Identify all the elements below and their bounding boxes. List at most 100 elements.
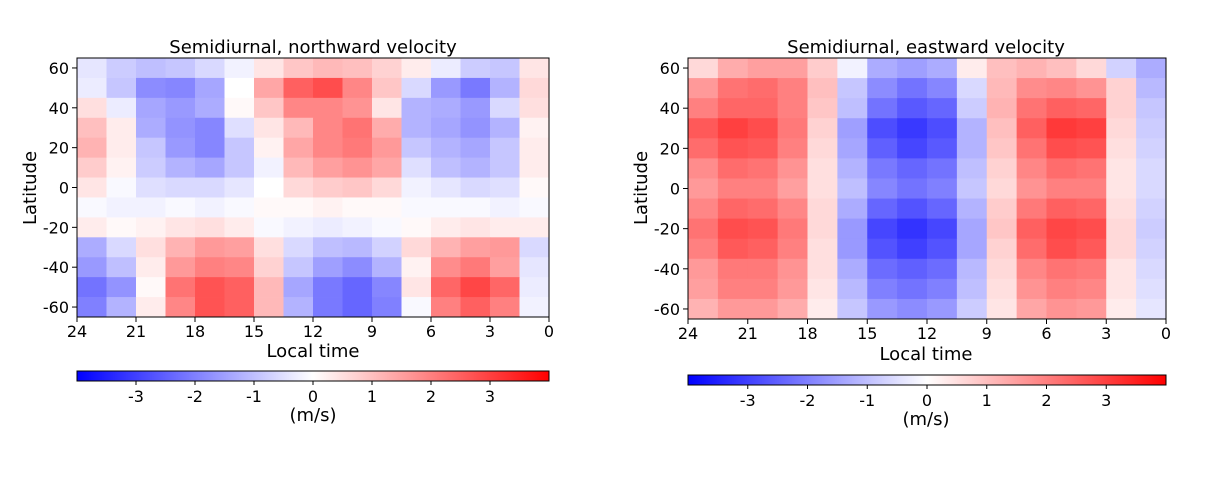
heatmap-cell	[897, 158, 928, 179]
heatmap-cell	[1046, 78, 1077, 99]
heatmap-cell	[837, 258, 868, 280]
heatmap-cell	[77, 277, 107, 298]
colorbar-tick-label: -2	[187, 387, 203, 406]
heatmap-cell	[688, 158, 719, 179]
x-tick-label: 0	[1161, 324, 1171, 343]
heatmap-cell	[777, 298, 808, 320]
heatmap-cell	[195, 277, 225, 298]
heatmap-cell	[460, 277, 491, 298]
heatmap-cell	[956, 198, 988, 220]
heatmap-cell	[956, 278, 988, 300]
colorbar-tick-label: 3	[485, 387, 495, 406]
heatmap-cell	[1076, 178, 1107, 199]
colorbar-label: (m/s)	[289, 405, 336, 426]
x-tick-label: 18	[797, 324, 817, 343]
x-tick-label: 9	[982, 324, 992, 343]
colorbar-tick-label: -2	[800, 391, 816, 410]
heatmap-cell	[747, 58, 779, 79]
heatmap-cell	[867, 78, 898, 99]
heatmap-cell	[1136, 158, 1167, 179]
heatmap-cell	[1106, 78, 1137, 99]
heatmap-cell	[688, 198, 719, 220]
heatmap-cell	[77, 257, 107, 278]
heatmap-cell	[986, 138, 1018, 159]
x-tick-label: 12	[303, 322, 323, 341]
colorbar-tick-label: 3	[1101, 391, 1111, 410]
heatmap-cell	[313, 77, 343, 99]
heatmap-cell	[1106, 238, 1137, 260]
heatmap-cell	[777, 218, 808, 240]
heatmap-cell	[807, 58, 838, 79]
heatmap-cell	[431, 58, 461, 79]
heatmap-cell	[807, 198, 838, 220]
heatmap-cell	[519, 277, 550, 298]
heatmap-cell	[460, 197, 491, 218]
colorbar-label: (m/s)	[902, 409, 949, 430]
heatmap-cell	[165, 77, 196, 99]
y-tick-label: 60	[49, 59, 69, 78]
heatmap-cell	[106, 137, 137, 159]
heatmap-cell	[342, 77, 373, 99]
heatmap-cell	[165, 117, 196, 139]
heatmap-cell	[807, 298, 838, 320]
heatmap-cell	[283, 77, 314, 99]
heatmap-cell	[254, 257, 284, 278]
heatmap-cell	[897, 218, 928, 240]
heatmap-cell	[136, 117, 166, 139]
heatmap-cell	[136, 137, 166, 159]
heatmap-cell	[77, 137, 107, 159]
heatmap-cell	[283, 257, 314, 278]
heatmap-cell	[777, 58, 808, 79]
y-tick-label: -20	[654, 220, 680, 239]
heatmap-cell	[431, 137, 461, 159]
x-tick-label: 9	[367, 322, 377, 341]
heatmap-cell	[195, 257, 225, 278]
heatmap-cell	[313, 197, 343, 218]
heatmap-cell	[1136, 98, 1167, 119]
heatmap-cell	[342, 137, 373, 159]
heatmap-cell	[1076, 98, 1107, 119]
heatmap-cell	[372, 197, 402, 218]
heatmap-cell	[106, 77, 137, 99]
heatmap-cell	[519, 58, 550, 79]
heatmap-cell	[927, 118, 958, 139]
heatmap-cell	[1136, 58, 1167, 79]
heatmap-cell	[106, 197, 137, 218]
heatmap-cell	[717, 218, 749, 240]
heatmap-cell	[777, 278, 808, 300]
heatmap-cell	[372, 157, 402, 178]
heatmap-cell	[195, 137, 225, 159]
heatmap-cell	[807, 158, 838, 179]
heatmap-cell	[165, 277, 196, 298]
heatmap-cell	[372, 217, 402, 238]
heatmap-cell	[460, 117, 491, 139]
heatmap-cell	[747, 198, 779, 220]
heatmap-cell	[927, 98, 958, 119]
heatmap-cell	[1106, 298, 1137, 320]
heatmap-cell	[1046, 258, 1077, 280]
heatmap-cell	[283, 117, 314, 139]
heatmap-cell	[490, 237, 520, 258]
heatmap-cell	[956, 298, 988, 320]
heatmap-cell	[837, 298, 868, 320]
heatmap-cell	[519, 197, 550, 218]
heatmap-cell	[867, 298, 898, 320]
heatmap-cell	[401, 117, 432, 139]
y-tick-label: 40	[49, 99, 69, 118]
heatmap-cell	[195, 177, 225, 198]
heatmap-cell	[867, 58, 898, 79]
colorbar	[687, 374, 1167, 386]
heatmap-cell	[837, 278, 868, 300]
heatmap-cell	[717, 298, 749, 320]
heatmap-cell	[106, 177, 137, 198]
heatmap-cell	[688, 58, 719, 79]
heatmap-cell	[431, 197, 461, 218]
heatmap-cell	[897, 118, 928, 139]
heatmap-cell	[195, 157, 225, 178]
x-tick-label: 6	[1041, 324, 1051, 343]
heatmap-cell	[77, 297, 107, 318]
heatmap-cell	[431, 217, 461, 238]
heatmap-cell	[867, 138, 898, 159]
heatmap-cell	[372, 257, 402, 278]
heatmap-cell	[1046, 158, 1077, 179]
